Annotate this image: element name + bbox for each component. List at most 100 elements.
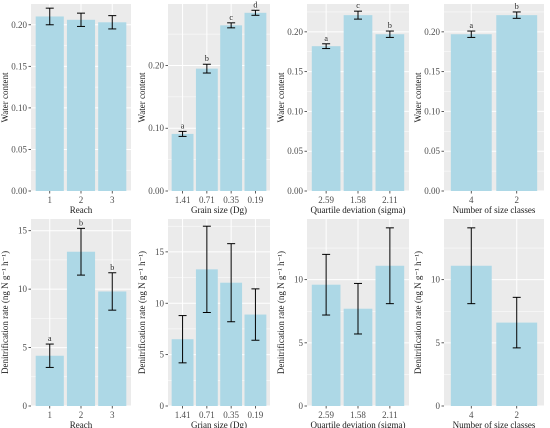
y-tick-label: 5 xyxy=(160,350,165,360)
x-tick-label: 2 xyxy=(79,410,84,420)
bar xyxy=(98,22,127,192)
y-tick-label: 0.05 xyxy=(424,146,440,156)
bar xyxy=(195,68,218,191)
x-tick-label: 0.71 xyxy=(199,195,215,205)
significance-letter: b xyxy=(79,218,83,227)
x-tick-label: 0.19 xyxy=(248,410,264,420)
bar xyxy=(195,269,218,406)
y-tick-label: 0.15 xyxy=(11,61,27,71)
significance-letter: b xyxy=(205,54,209,63)
y-tick-label: 0.10 xyxy=(424,106,440,116)
x-tick-label: 2.11 xyxy=(382,410,397,420)
y-axis-title: Water content xyxy=(137,72,147,123)
x-tick-label: 1.58 xyxy=(350,410,366,420)
x-axis-title: Number of size classes xyxy=(453,420,536,428)
x-axis-title: Quartile deviation (sigma) xyxy=(311,420,406,428)
y-tick-label: 0.05 xyxy=(287,146,303,156)
x-tick-label: 2.11 xyxy=(382,195,397,205)
significance-letter: b xyxy=(110,263,114,272)
y-tick-label: 0.00 xyxy=(11,186,27,196)
x-tick-label: 0.35 xyxy=(223,195,239,205)
x-tick-label: 1 xyxy=(48,410,53,420)
x-axis-title: Reach xyxy=(70,420,93,428)
significance-letter: a xyxy=(181,121,185,130)
y-tick-label: 0.20 xyxy=(287,27,303,37)
x-tick-label: 1.41 xyxy=(175,410,191,420)
y-tick-label: 15 xyxy=(18,226,28,236)
y-tick-label: 10 xyxy=(294,275,304,285)
x-axis-title: Number of size classes xyxy=(453,205,536,215)
y-tick-label: 0.20 xyxy=(424,27,440,37)
x-tick-label: 3 xyxy=(110,195,115,205)
y-tick-label: 15 xyxy=(155,247,165,257)
y-tick-label: 5 xyxy=(299,338,304,348)
y-axis-title: Water content xyxy=(0,72,10,123)
bar xyxy=(171,339,194,406)
x-tick-label: 4 xyxy=(469,410,474,420)
y-axis-title: Denitrification rate (ng N g⁻¹ h⁻¹) xyxy=(413,251,423,374)
bar xyxy=(450,34,492,191)
x-tick-label: 2 xyxy=(514,195,519,205)
chart-panel-3: 0.00 0.05 0.10 0.15 0.20 a 2.59 c 1.58 b 2.11Quart… xyxy=(276,1,409,215)
y-tick-label: 0.00 xyxy=(148,186,164,196)
x-tick-label: 3 xyxy=(110,410,115,420)
significance-letter: b xyxy=(515,2,519,11)
y-axis-title: Denitrification rate (ng N g⁻¹ h⁻¹) xyxy=(0,251,10,374)
y-tick-label: 0.15 xyxy=(424,67,440,77)
y-tick-label: 10 xyxy=(431,275,441,285)
bar xyxy=(311,46,341,191)
bar xyxy=(244,12,267,192)
y-axis-title: Water content xyxy=(413,72,423,123)
bar xyxy=(171,133,194,191)
x-tick-label: 1.41 xyxy=(175,195,191,205)
y-tick-label: 0.05 xyxy=(11,144,27,154)
x-tick-label: 0.19 xyxy=(248,195,264,205)
y-tick-label: 0.15 xyxy=(287,67,303,77)
bar xyxy=(244,314,267,406)
y-tick-label: 5 xyxy=(436,338,441,348)
significance-letter: a xyxy=(48,334,52,343)
bar xyxy=(375,34,405,191)
y-tick-label: 0 xyxy=(299,401,304,411)
x-tick-label: 0.71 xyxy=(199,410,215,420)
significance-letter: c xyxy=(229,13,233,22)
y-tick-label: 0 xyxy=(23,401,28,411)
bar xyxy=(343,15,373,191)
y-tick-label: 0.10 xyxy=(148,123,164,133)
y-tick-label: 0.10 xyxy=(287,106,303,116)
x-tick-label: 4 xyxy=(469,195,474,205)
x-axis-title: Grain size (Dg) xyxy=(191,205,247,215)
bar xyxy=(66,251,96,406)
significance-letter: a xyxy=(469,21,473,30)
x-tick-label: 2.59 xyxy=(318,195,334,205)
x-tick-label: 2.59 xyxy=(318,410,334,420)
y-tick-label: 0.20 xyxy=(11,20,27,30)
x-tick-label: 0.35 xyxy=(223,410,239,420)
chart-panel-1: 0.00 0.05 0.10 0.15 0.20 1 2 3 Reach Water conten… xyxy=(0,4,131,215)
y-axis-title: Denitrification rate (ng N g⁻¹ h⁻¹) xyxy=(137,251,147,374)
bar xyxy=(220,25,243,191)
y-tick-label: 0.20 xyxy=(148,60,164,70)
x-axis-title: Quartile deviation (sigma) xyxy=(311,205,406,215)
y-tick-label: 0.00 xyxy=(287,186,303,196)
y-axis-title: Denitrification rate (ng N g⁻¹ h⁻¹) xyxy=(276,251,286,374)
y-tick-label: 0.00 xyxy=(424,186,440,196)
x-tick-label: 1 xyxy=(48,195,53,205)
bar xyxy=(496,15,538,191)
y-tick-label: 10 xyxy=(155,298,165,308)
y-axis-title: Water content xyxy=(276,72,286,123)
bar xyxy=(220,282,243,406)
significance-letter: d xyxy=(253,0,257,9)
x-tick-label: 2 xyxy=(79,195,84,205)
chart-panel-5: 0 5 10 15 a 1 b 2 b 3 Reach Denitrification rate (n… xyxy=(0,218,131,428)
y-tick-label: 5 xyxy=(23,343,28,353)
x-axis-title: Reach xyxy=(70,205,93,215)
significance-letter: b xyxy=(388,21,392,30)
y-tick-label: 0 xyxy=(160,401,165,411)
